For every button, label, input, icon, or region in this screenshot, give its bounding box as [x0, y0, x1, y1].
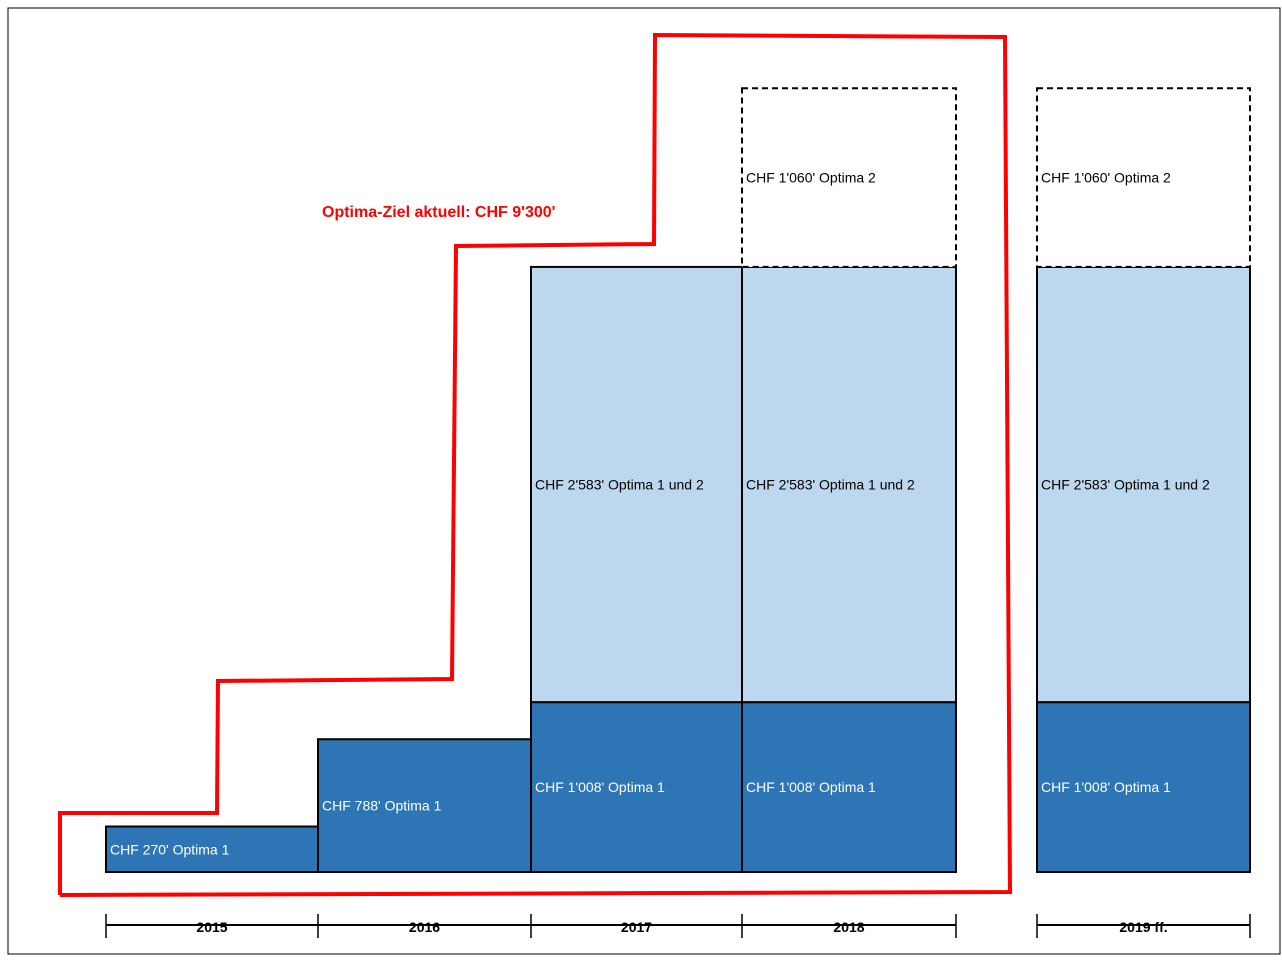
- chart-border: [7, 7, 1281, 955]
- data-label-optima1-2: CHF 1'008' Optima 1: [535, 779, 665, 795]
- data-label-optima2-4: CHF 1'060' Optima 2: [1041, 170, 1171, 186]
- bar-optima1-0: [105, 825, 319, 874]
- data-label-optima1-4: CHF 1'008' Optima 1: [1041, 779, 1171, 795]
- bar-optima2-3: [741, 87, 957, 268]
- data-label-optima1-1: CHF 788' Optima 1: [322, 798, 442, 814]
- data-label-optima1-3: CHF 1'008' Optima 1: [746, 779, 876, 795]
- bar-optima2-4: [1036, 87, 1251, 268]
- bar-optima1und2-3: [741, 265, 957, 704]
- data-label-optima1und2-2: CHF 2'583' Optima 1 und 2: [535, 477, 704, 493]
- x-tick-label-4: 2019 ff.: [1119, 919, 1167, 935]
- x-tick-label-3: 2018: [833, 919, 864, 935]
- x-tick-label-2: 2017: [621, 919, 652, 935]
- target-label: Optima-Ziel aktuell: CHF 9'300': [322, 204, 555, 221]
- bar-optima1-1: [317, 738, 532, 873]
- x-tick-label-1: 2016: [409, 919, 440, 935]
- bar-optima1-4: [1036, 701, 1251, 873]
- bar-optima1-3: [741, 701, 957, 873]
- data-label-optima1und2-3: CHF 2'583' Optima 1 und 2: [746, 477, 915, 493]
- bar-optima1und2-2: [530, 265, 743, 704]
- data-label-optima2-3: CHF 1'060' Optima 2: [746, 170, 876, 186]
- bar-optima1und2-4: [1036, 265, 1251, 704]
- data-label-optima1-0: CHF 270' Optima 1: [110, 841, 230, 857]
- x-tick-label-0: 2015: [196, 919, 227, 935]
- target-outline: [58, 32, 1013, 897]
- data-label-optima1und2-4: CHF 2'583' Optima 1 und 2: [1041, 477, 1210, 493]
